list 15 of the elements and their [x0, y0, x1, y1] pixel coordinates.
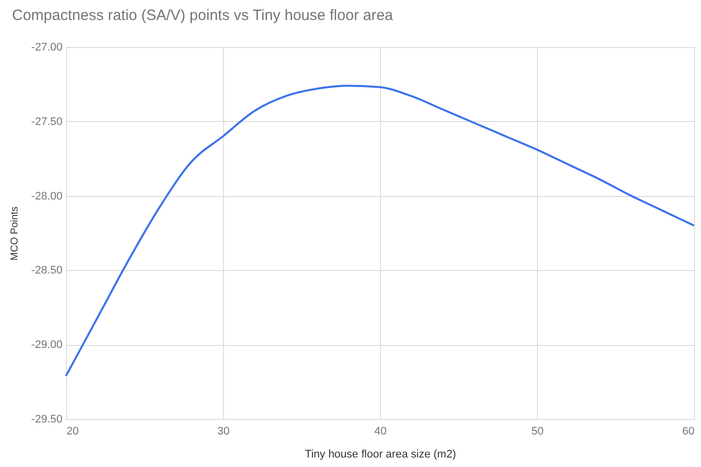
x-tick-label: 30: [217, 426, 230, 438]
y-tick-label: -28.50: [31, 264, 62, 277]
x-axis-title: Tiny house floor area size (m2): [304, 448, 456, 460]
chart-title: Compactness ratio (SA/V) points vs Tiny house floor area: [12, 7, 394, 24]
line-series: [65, 84, 695, 377]
y-tick-label: -29.50: [31, 414, 62, 426]
y-tick-label: -28.00: [31, 190, 62, 202]
y-axis-title: MCO Points: [9, 206, 20, 260]
x-tick-label: 50: [531, 426, 544, 438]
x-tick-label: 60: [682, 426, 694, 438]
y-tick-label: -27.50: [31, 116, 62, 128]
x-tick-label: 40: [374, 426, 387, 438]
y-tick-label: -27.00: [31, 42, 62, 54]
x-tick-label: 20: [66, 426, 79, 438]
y-tick-label: -29.00: [31, 339, 62, 352]
